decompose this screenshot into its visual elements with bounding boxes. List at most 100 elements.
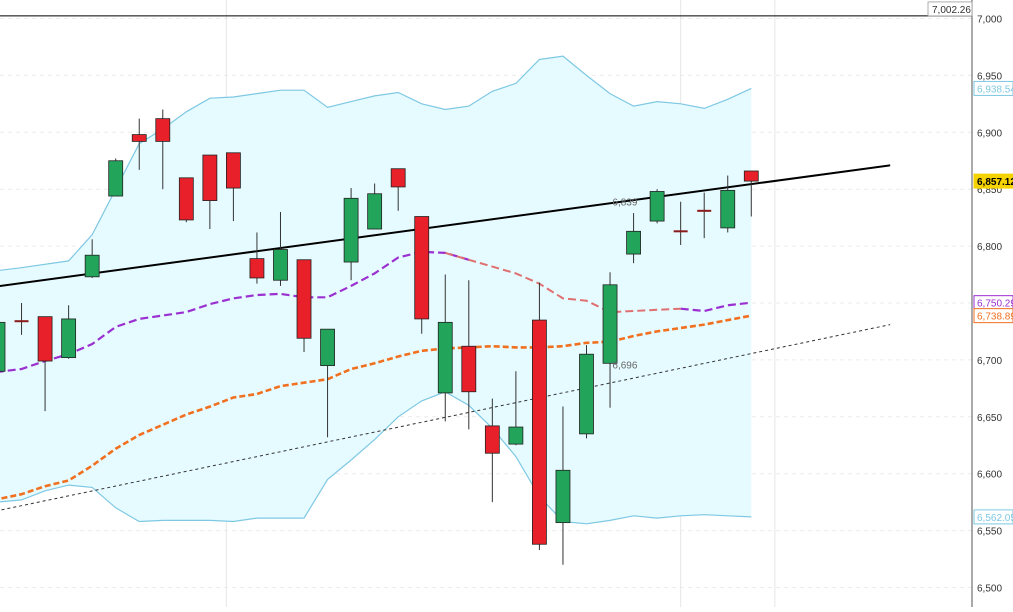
candle-body-up[interactable] bbox=[84, 254, 100, 278]
candle[interactable] bbox=[390, 168, 406, 211]
price-tag: 6,738.89 bbox=[973, 308, 1013, 324]
price-tag: 6,562.05 bbox=[973, 509, 1013, 525]
y-tick-label: 6,700 bbox=[977, 356, 1002, 367]
candle-body-doji[interactable] bbox=[673, 230, 688, 233]
candle-body-down[interactable] bbox=[390, 168, 406, 188]
price-tag-text: 6,562.05 bbox=[977, 513, 1013, 524]
candle-body-up[interactable] bbox=[61, 318, 77, 359]
candle[interactable] bbox=[743, 170, 759, 217]
candle-body-down[interactable] bbox=[155, 118, 171, 142]
candle[interactable] bbox=[61, 305, 77, 359]
candle-body-up[interactable] bbox=[320, 328, 335, 366]
candle-layer bbox=[0, 109, 759, 565]
candle[interactable] bbox=[602, 272, 618, 408]
price-axis: 7,0006,9506,9006,8506,8006,7506,7006,650… bbox=[927, 0, 1013, 607]
candle[interactable] bbox=[673, 201, 688, 245]
candle-body-down[interactable] bbox=[532, 319, 547, 545]
candle[interactable] bbox=[532, 282, 547, 550]
price-tag-text: 6,738.89 bbox=[977, 312, 1013, 323]
price-tag-text: 6,750.29 bbox=[977, 299, 1013, 310]
candle[interactable] bbox=[508, 371, 524, 446]
annotation-layer: 6,839 6,696 bbox=[612, 198, 637, 372]
candle-body-up[interactable] bbox=[602, 284, 618, 364]
candle-body-up[interactable] bbox=[626, 230, 641, 255]
y-tick-label: 6,900 bbox=[977, 128, 1002, 139]
candle-body-up[interactable] bbox=[367, 193, 383, 230]
y-tick-label: 6,650 bbox=[977, 413, 1002, 424]
candle[interactable] bbox=[579, 345, 594, 439]
candle-body-down[interactable] bbox=[178, 177, 194, 221]
candle[interactable] bbox=[414, 216, 430, 334]
candle[interactable] bbox=[14, 303, 29, 335]
candle-body-doji[interactable] bbox=[14, 320, 29, 323]
candle[interactable] bbox=[108, 158, 124, 197]
y-tick-label: 6,850 bbox=[977, 185, 1002, 196]
candle[interactable] bbox=[649, 189, 665, 224]
price-tag-box bbox=[973, 509, 1013, 525]
candle-body-up[interactable] bbox=[273, 249, 288, 281]
candle-body-down[interactable] bbox=[131, 134, 147, 142]
candle[interactable] bbox=[343, 188, 359, 281]
candle[interactable] bbox=[273, 211, 288, 286]
candle-body-up[interactable] bbox=[0, 321, 6, 372]
candle-body-down[interactable] bbox=[484, 425, 500, 454]
candle[interactable] bbox=[249, 232, 265, 284]
candle-body-up[interactable] bbox=[649, 191, 665, 222]
candle-body-up[interactable] bbox=[508, 426, 524, 445]
candle-body-down[interactable] bbox=[414, 216, 430, 320]
bollinger-lower-line bbox=[0, 391, 752, 525]
candle[interactable] bbox=[461, 280, 477, 430]
candle[interactable] bbox=[84, 239, 100, 278]
candle-body-up[interactable] bbox=[720, 189, 736, 229]
candle[interactable] bbox=[131, 118, 147, 170]
candle-body-down[interactable] bbox=[743, 170, 759, 182]
y-tick-label: 6,800 bbox=[977, 242, 1002, 253]
price-tag-box bbox=[973, 173, 1013, 189]
top-line-label-text: 7,002.26 bbox=[932, 5, 971, 16]
ma-slow-line bbox=[0, 314, 752, 501]
candle-body-up[interactable] bbox=[579, 353, 594, 435]
candle[interactable] bbox=[155, 109, 171, 190]
candle-body-down[interactable] bbox=[296, 259, 312, 339]
bollinger-band-layer bbox=[0, 55, 752, 525]
price-tag-text: 6,857.12 bbox=[977, 177, 1013, 188]
candle-body-up[interactable] bbox=[555, 469, 571, 524]
candle[interactable] bbox=[555, 406, 571, 565]
candle[interactable] bbox=[367, 183, 383, 230]
candle-body-up[interactable] bbox=[108, 160, 124, 197]
candle[interactable] bbox=[37, 316, 53, 412]
y-tick-label: 7,000 bbox=[977, 15, 1002, 26]
candle[interactable] bbox=[626, 213, 641, 264]
price-tag: 6,938.54 bbox=[973, 80, 1013, 96]
candle-body-up[interactable] bbox=[343, 197, 359, 263]
candle[interactable] bbox=[697, 192, 712, 239]
price-tag: 6,857.12 bbox=[973, 173, 1013, 189]
candle-body-down[interactable] bbox=[202, 154, 218, 201]
candle[interactable] bbox=[720, 175, 736, 233]
candle-body-down[interactable] bbox=[249, 258, 265, 279]
candle[interactable] bbox=[225, 152, 241, 222]
candle[interactable] bbox=[320, 328, 335, 438]
candle[interactable] bbox=[484, 398, 500, 503]
candle-body-doji[interactable] bbox=[697, 209, 712, 212]
candle-body-down[interactable] bbox=[37, 316, 53, 362]
top-line-label: 7,002.26 bbox=[927, 1, 973, 17]
candle[interactable] bbox=[202, 154, 218, 230]
candle[interactable] bbox=[437, 274, 453, 422]
trendline-annotation: 6,839 bbox=[612, 198, 637, 209]
candle[interactable] bbox=[296, 259, 312, 352]
y-tick-label: 6,950 bbox=[977, 71, 1002, 82]
trendline-annotation: 6,696 bbox=[612, 360, 637, 371]
solid-trendline bbox=[0, 164, 891, 288]
price-tag-box bbox=[973, 308, 1013, 324]
y-tick-label: 6,600 bbox=[977, 470, 1002, 481]
candle[interactable] bbox=[0, 320, 6, 373]
bollinger-band-fill bbox=[0, 56, 752, 524]
top-line-label-box bbox=[927, 1, 973, 17]
candle-body-up[interactable] bbox=[437, 321, 453, 394]
candle-body-down[interactable] bbox=[461, 345, 477, 393]
candle-body-down[interactable] bbox=[225, 152, 241, 189]
candle[interactable] bbox=[178, 177, 194, 223]
